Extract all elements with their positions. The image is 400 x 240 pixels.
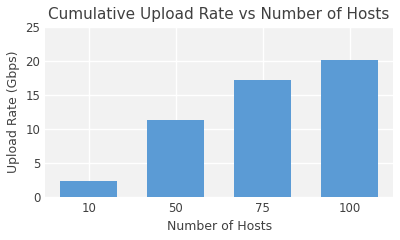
Bar <box>234 80 291 197</box>
Bar <box>321 60 378 197</box>
Y-axis label: Upload Rate (Gbps): Upload Rate (Gbps) <box>7 51 20 173</box>
Title: Cumulative Upload Rate vs Number of Hosts: Cumulative Upload Rate vs Number of Host… <box>48 7 390 22</box>
X-axis label: Number of Hosts: Number of Hosts <box>166 220 272 233</box>
Bar <box>60 181 117 197</box>
Bar <box>148 120 204 197</box>
